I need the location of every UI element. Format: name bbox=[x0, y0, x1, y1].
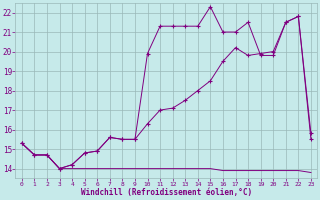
X-axis label: Windchill (Refroidissement éolien,°C): Windchill (Refroidissement éolien,°C) bbox=[81, 188, 252, 197]
